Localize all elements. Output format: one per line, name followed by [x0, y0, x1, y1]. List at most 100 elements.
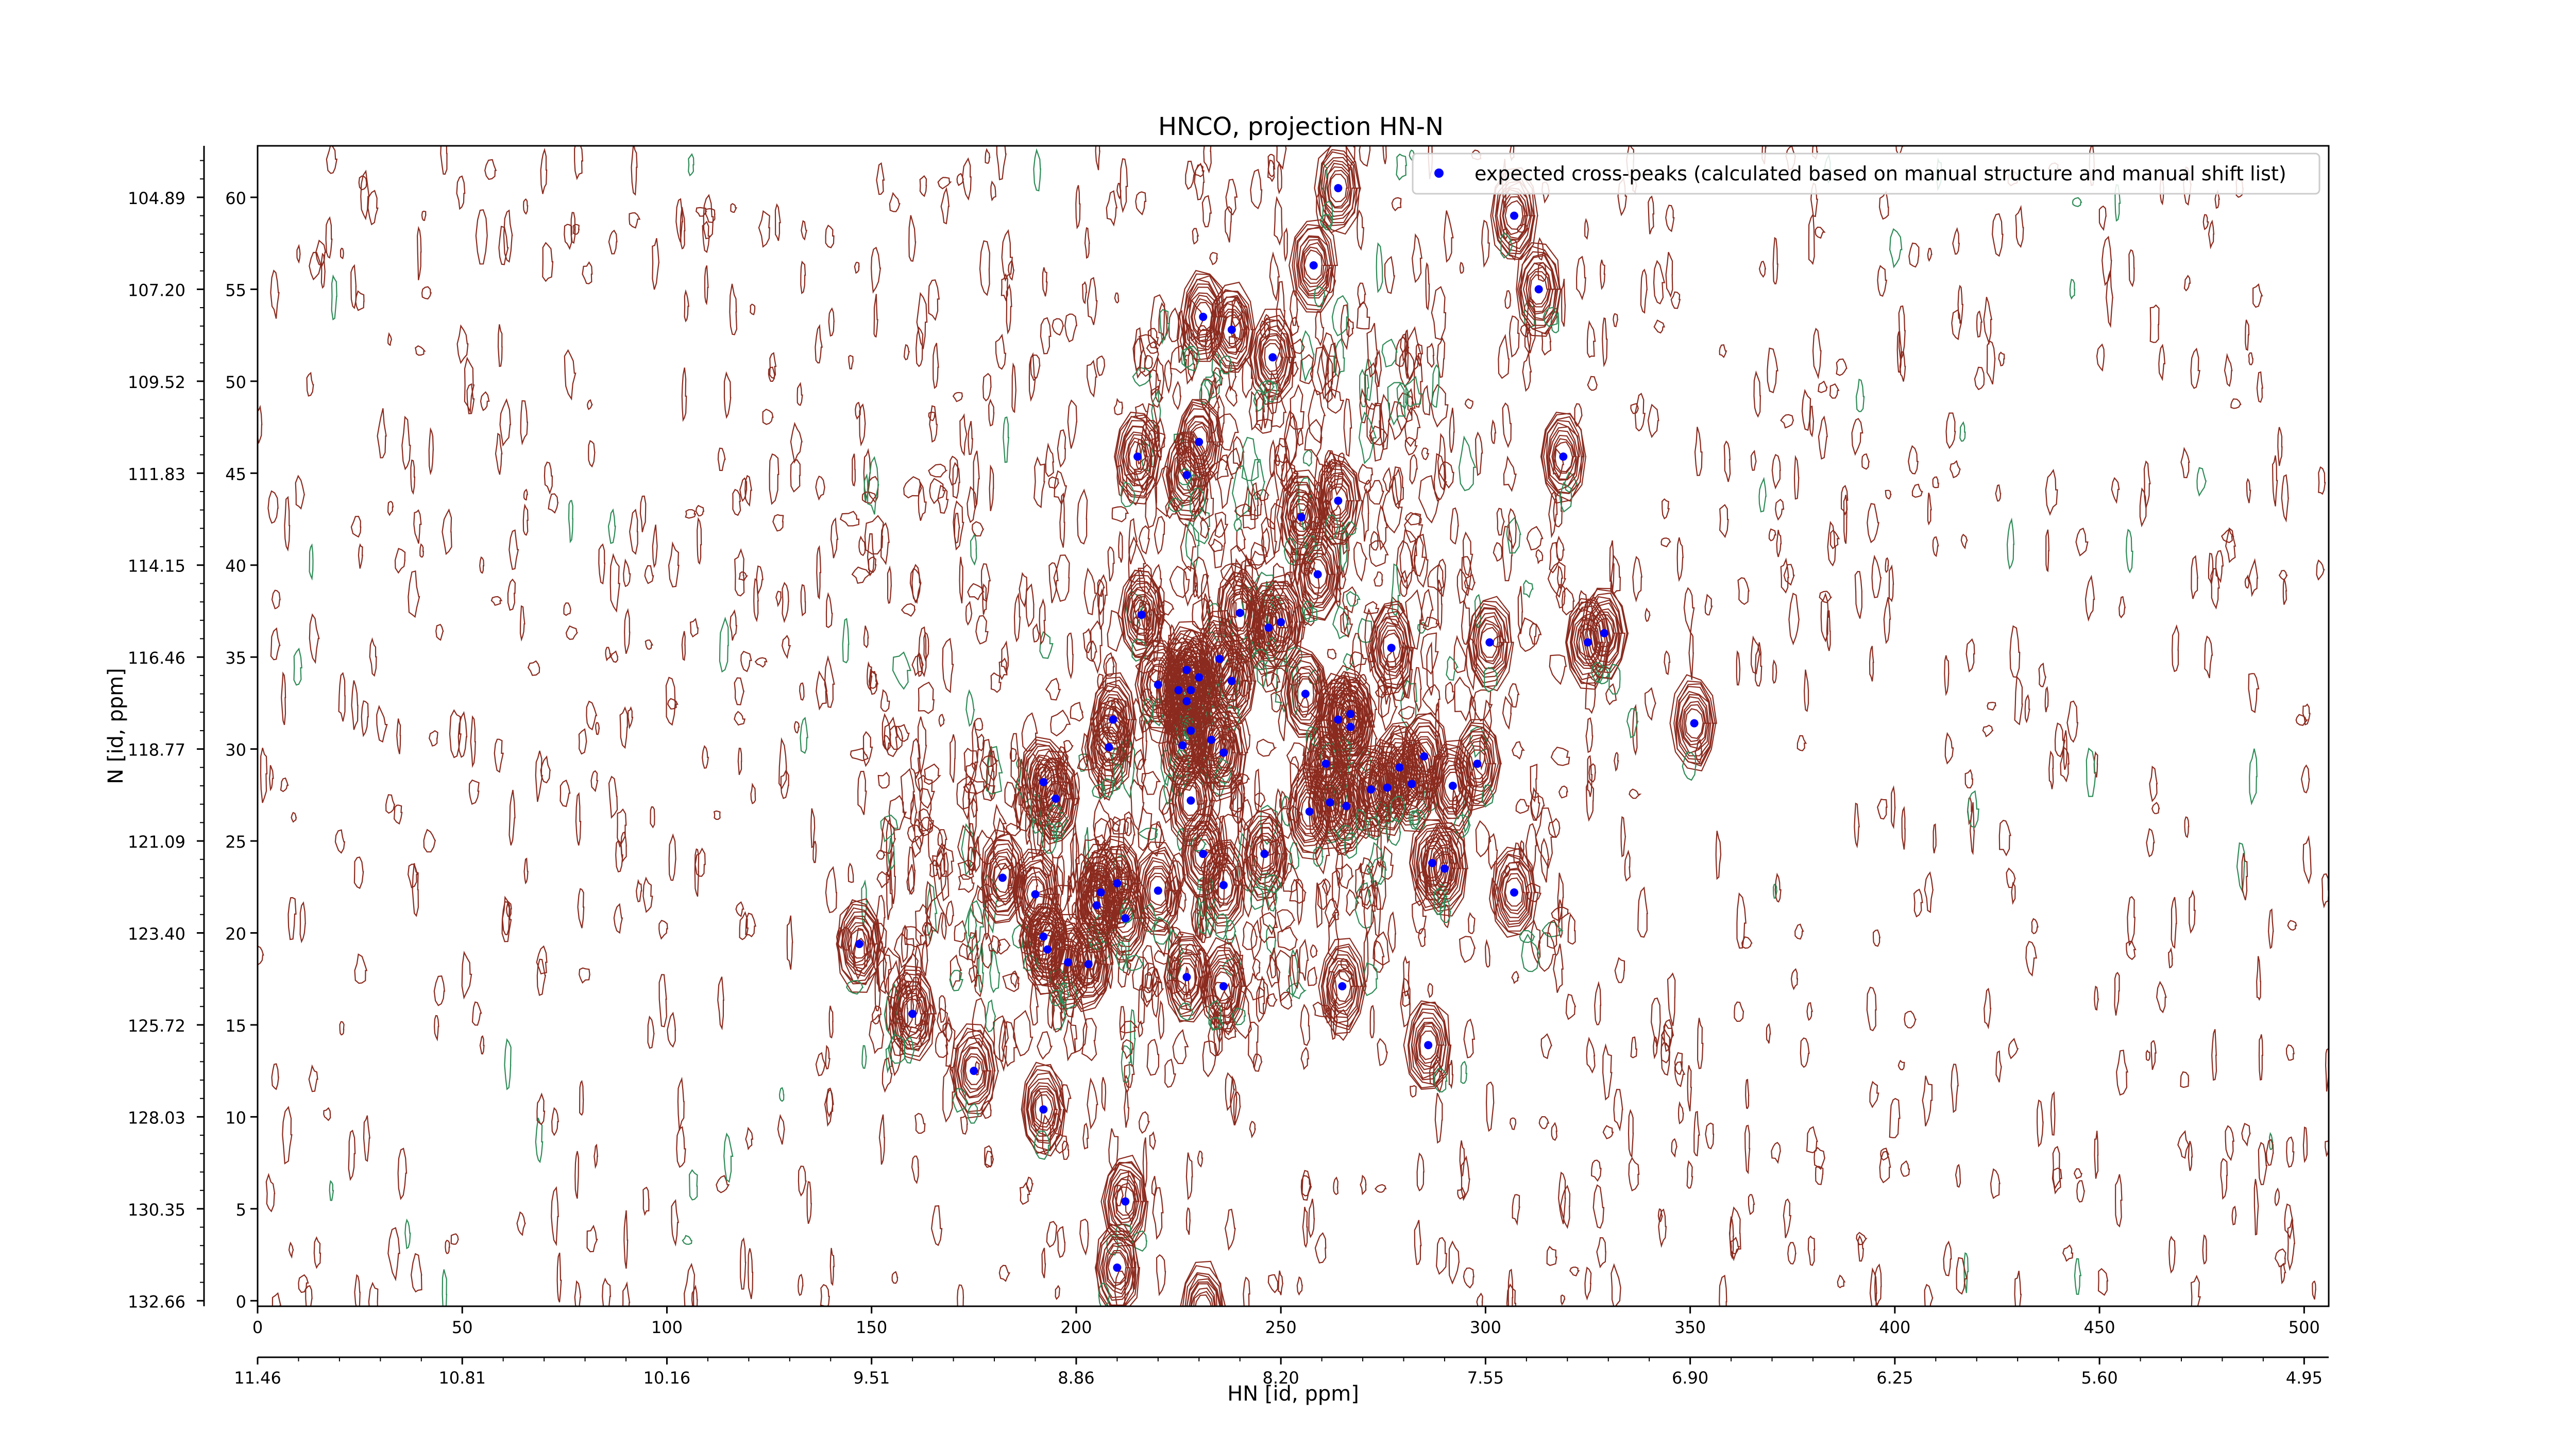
x-index-tick-label: 250: [1265, 1318, 1297, 1337]
noise-contour: [1289, 879, 1307, 904]
peak-contour: [1372, 761, 1402, 815]
noise-contour: [1951, 1064, 1959, 1114]
noise-contour: [1776, 530, 1782, 558]
peak-contour: [1308, 559, 1328, 589]
noise-contour: [1168, 307, 1180, 342]
peak-contour: [1218, 658, 1244, 703]
noise-contour: [1574, 403, 1583, 427]
noise-contour: [933, 343, 939, 390]
noise-contour: [1208, 458, 1229, 481]
noise-contour: [1205, 329, 1212, 362]
noise-contour: [1286, 742, 1307, 772]
noise-contour: [1660, 537, 1671, 548]
peak-contour: [1176, 958, 1198, 996]
noise-contour: [1373, 940, 1385, 973]
x-index-tick-label: 150: [856, 1318, 887, 1337]
peak-contour: [1367, 742, 1410, 831]
noise-contour: [309, 251, 322, 281]
peak-contour: [1115, 902, 1136, 933]
y-ppm-tick-label: 107.20: [128, 280, 185, 300]
noise-contour: [1345, 146, 1355, 172]
noise-contour: [990, 672, 1002, 693]
peak-contour: [1202, 839, 1246, 934]
noise-contour: [1039, 598, 1046, 645]
noise-contour: [2215, 550, 2224, 583]
noise-contour: [1321, 332, 1338, 386]
noise-contour: [862, 731, 873, 767]
noise-contour: [631, 146, 638, 196]
noise-contour: [1224, 206, 1232, 243]
noise-contour: [1967, 790, 1979, 828]
noise-contour: [929, 859, 939, 878]
noise-contour: [1327, 388, 1345, 414]
cross-peak-marker: [1559, 452, 1568, 461]
peak-contour: [1403, 1000, 1452, 1090]
noise-contour: [1002, 972, 1020, 992]
noise-contour: [1806, 1126, 1818, 1153]
negative-contour: [1559, 482, 1573, 513]
noise-contour: [2183, 275, 2191, 292]
peak-contour: [1168, 441, 1205, 507]
noise-contour: [681, 367, 687, 422]
peak-contour: [1349, 747, 1394, 832]
negative-contour: [1142, 698, 1155, 724]
peak-contour: [1099, 694, 1128, 745]
noise-contour: [563, 602, 571, 616]
peak-contour: [1383, 733, 1416, 799]
noise-contour: [697, 517, 702, 565]
noise-contour: [1083, 567, 1098, 615]
noise-contour: [798, 1273, 804, 1296]
noise-contour: [1628, 1109, 1634, 1159]
expected-cross-peaks: [855, 184, 1699, 1306]
peak-contour: [957, 1041, 990, 1099]
noise-contour: [876, 895, 886, 946]
noise-contour: [296, 244, 301, 264]
noise-contour: [996, 938, 1011, 955]
noise-contour: [1413, 533, 1429, 588]
noise-contour: [1096, 355, 1106, 376]
peak-contour: [1260, 334, 1286, 380]
noise-contour: [1289, 290, 1298, 326]
noise-contour: [1774, 872, 1782, 903]
noise-contour: [509, 529, 519, 570]
noise-contour: [1549, 654, 1567, 685]
noise-contour: [980, 563, 991, 602]
cross-peak-marker: [1174, 686, 1183, 695]
noise-contour: [354, 1274, 361, 1306]
noise-contour: [410, 459, 416, 495]
legend-label: expected cross-peaks (calculated based o…: [1475, 162, 2286, 185]
noise-contour: [1857, 1235, 1864, 1262]
noise-contour: [2230, 398, 2242, 409]
noise-contour: [717, 976, 724, 1031]
noise-contour: [1233, 577, 1248, 632]
noise-contour: [1095, 146, 1100, 171]
cross-peak-marker: [1105, 743, 1113, 752]
noise-contour: [1298, 696, 1309, 718]
negative-contour: [1453, 814, 1471, 839]
noise-contour: [915, 326, 924, 367]
cross-peak-marker: [1510, 888, 1519, 897]
negative-contour: [1301, 600, 1313, 620]
noise-contour: [1142, 1137, 1148, 1188]
noise-contour: [937, 484, 949, 514]
noise-contour: [323, 1107, 331, 1121]
noise-contour: [1526, 296, 1536, 353]
cross-peak-marker: [1235, 609, 1244, 617]
peak-contour: [1098, 729, 1121, 767]
peak-contour: [1211, 731, 1236, 774]
noise-contour: [848, 355, 854, 369]
noise-contour: [1502, 696, 1512, 730]
noise-contour: [282, 1106, 293, 1165]
noise-contour: [734, 711, 746, 726]
noise-contour: [901, 924, 909, 964]
peak-contour: [1079, 949, 1099, 980]
noise-contour: [586, 399, 593, 410]
noise-contour: [780, 769, 789, 799]
noise-contour: [801, 220, 808, 241]
noise-contour: [573, 146, 584, 180]
noise-contour: [1437, 579, 1443, 631]
noise-contour: [1629, 788, 1642, 799]
noise-contour: [415, 345, 426, 356]
peak-contour: [1032, 1091, 1056, 1128]
